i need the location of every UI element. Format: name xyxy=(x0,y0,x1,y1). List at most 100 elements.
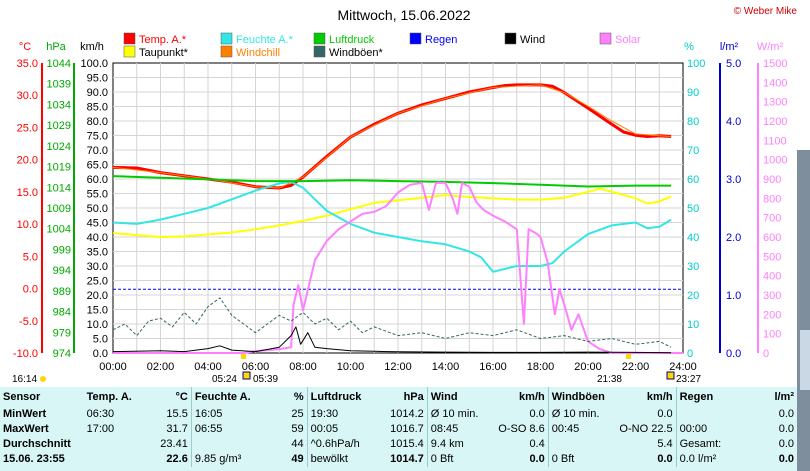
tick-label-solar: 800 xyxy=(763,193,781,205)
tick-label-humidity: 90 xyxy=(687,87,699,99)
x-tick-label: 08:00 xyxy=(289,361,317,373)
cell: 0.4 xyxy=(529,438,545,450)
tick-label-wind: 40.0 xyxy=(87,232,108,244)
clock-text: 16:14 xyxy=(12,374,37,385)
cell xyxy=(675,407,742,422)
header-temp-unit: °C xyxy=(175,391,188,403)
legend-label: Windböen* xyxy=(329,47,384,59)
tick-label-solar: 500 xyxy=(763,251,781,263)
tick-label-pressure: 1019 xyxy=(47,162,71,174)
cell: 9.4 km xyxy=(426,437,496,452)
tick-label-rain: 2.0 xyxy=(726,232,741,244)
data-series xyxy=(112,83,683,354)
cell: 49 xyxy=(291,453,304,465)
series-line xyxy=(112,175,672,188)
header-gust: Windböen xyxy=(547,387,617,407)
tick-label-wind: 15.0 xyxy=(87,305,108,317)
legend-swatch xyxy=(313,45,326,58)
chart-title: Mittwoch, 15.06.2022 xyxy=(337,7,470,23)
tick-label-rain: 1.0 xyxy=(726,290,741,302)
sunset-time: 21:38 xyxy=(597,374,622,385)
cell xyxy=(84,452,146,467)
cell: 19:30 xyxy=(306,407,378,422)
cell: 06:30 xyxy=(86,408,115,420)
tick-label-solar: 1200 xyxy=(763,116,787,128)
tick-label-rain: 0.0 xyxy=(726,348,741,360)
tick-label-rain: 5.0 xyxy=(726,58,741,70)
tick-label-humidity: 80 xyxy=(687,116,699,128)
tick-label-solar: 1500 xyxy=(763,58,787,70)
tick-label-pressure: 1004 xyxy=(47,224,71,236)
header-sensor: Sensor xyxy=(3,391,41,403)
tick-label-humidity: 70 xyxy=(687,145,699,157)
x-tick-label: 02:00 xyxy=(147,361,175,373)
cell xyxy=(547,437,617,452)
stats-row-current: 15.06. 23:55 22.6 9.85 g/m³ 49 bewölkt 1… xyxy=(0,452,797,467)
tick-label-wind: 55.0 xyxy=(87,189,108,201)
axis-unit-wind: km/h xyxy=(80,41,104,53)
tick-label-wind: 45.0 xyxy=(87,218,108,230)
tick-label-pressure: 1039 xyxy=(47,79,71,91)
dusk-icon xyxy=(666,371,675,380)
tick-label-wind: 80.0 xyxy=(87,116,108,128)
tick-label-temp: 5.0 xyxy=(23,251,38,263)
cell: 17:00 xyxy=(86,423,115,435)
tick-label-pressure: 1029 xyxy=(47,120,71,132)
x-tick-label: 22:00 xyxy=(622,361,650,373)
cell: 00:45 xyxy=(547,422,617,437)
legend-swatch xyxy=(220,45,233,58)
cell: 08:45 xyxy=(426,422,496,437)
dusk-time: 23:27 xyxy=(676,374,701,385)
header-wind-unit: km/h xyxy=(519,391,545,403)
cell: 1016.7 xyxy=(390,423,424,435)
tick-label-pressure: 999 xyxy=(53,244,71,256)
header-temp: Temp. A. xyxy=(86,391,132,403)
legend-swatch xyxy=(123,45,136,58)
tick-label-wind: 65.0 xyxy=(87,160,108,172)
cell: 15.5 xyxy=(166,408,188,420)
x-tick-label: 14:00 xyxy=(432,361,460,373)
legend-label: Windchill xyxy=(236,47,280,59)
tick-label-pressure: 1044 xyxy=(47,58,71,70)
axis-unit-solar: W/m² xyxy=(757,41,784,53)
legend-swatch xyxy=(313,32,326,45)
series-line xyxy=(112,326,672,354)
tick-label-solar: 1100 xyxy=(763,135,787,147)
tick-label-temp: 35.0 xyxy=(17,58,38,70)
legend-label: Taupunkt* xyxy=(139,47,189,59)
sun-times: 05:24 05:39 21:38 23:27 xyxy=(212,354,701,385)
tick-label-solar: 100 xyxy=(763,329,781,341)
x-tick-label: 24:00 xyxy=(669,361,697,373)
cell: 16:05 xyxy=(190,407,272,422)
x-tick-label: 06:00 xyxy=(242,361,270,373)
tick-label-humidity: 0 xyxy=(687,348,693,360)
tick-label-solar: 600 xyxy=(763,232,781,244)
legend-label: Luftdruck xyxy=(329,34,375,46)
dawn-time: 05:39 xyxy=(253,374,278,385)
stats-row-max: MaxWert 17:00 31.7 06:55 59 00:05 1016.7… xyxy=(0,422,797,437)
x-tick-label: 00:00 xyxy=(99,361,127,373)
tick-label-temp: 10.0 xyxy=(17,219,38,231)
tick-label-wind: 75.0 xyxy=(87,131,108,143)
x-tick-label: 12:00 xyxy=(384,361,412,373)
cell: ^0.6hPa/h xyxy=(306,437,378,452)
legend-swatch xyxy=(220,32,233,45)
tick-label-wind: 100.0 xyxy=(80,58,108,70)
header-humidity: Feuchte A. xyxy=(190,387,272,407)
tick-label-humidity: 20 xyxy=(687,290,699,302)
cell: 1014.2 xyxy=(390,408,424,420)
row-label: Durchschnitt xyxy=(3,438,71,450)
weather-chart: Mittwoch, 15.06.2022 © Weber Mike Temp. … xyxy=(12,6,797,385)
legend-label: Wind xyxy=(520,34,545,46)
tick-label-pressure: 1024 xyxy=(47,141,71,153)
header-pressure-unit: hPa xyxy=(403,391,424,403)
cell: O-NO 22.5 xyxy=(619,423,673,435)
tick-label-temp: -10.0 xyxy=(13,348,38,360)
tick-label-wind: 35.0 xyxy=(87,247,108,259)
cell: 1015.4 xyxy=(390,438,424,450)
cell: 23.41 xyxy=(160,438,188,450)
header-gust-unit: km/h xyxy=(646,391,673,403)
x-tick-label: 20:00 xyxy=(574,361,602,373)
tick-label-rain: 3.0 xyxy=(726,174,741,186)
series-line xyxy=(113,181,683,354)
